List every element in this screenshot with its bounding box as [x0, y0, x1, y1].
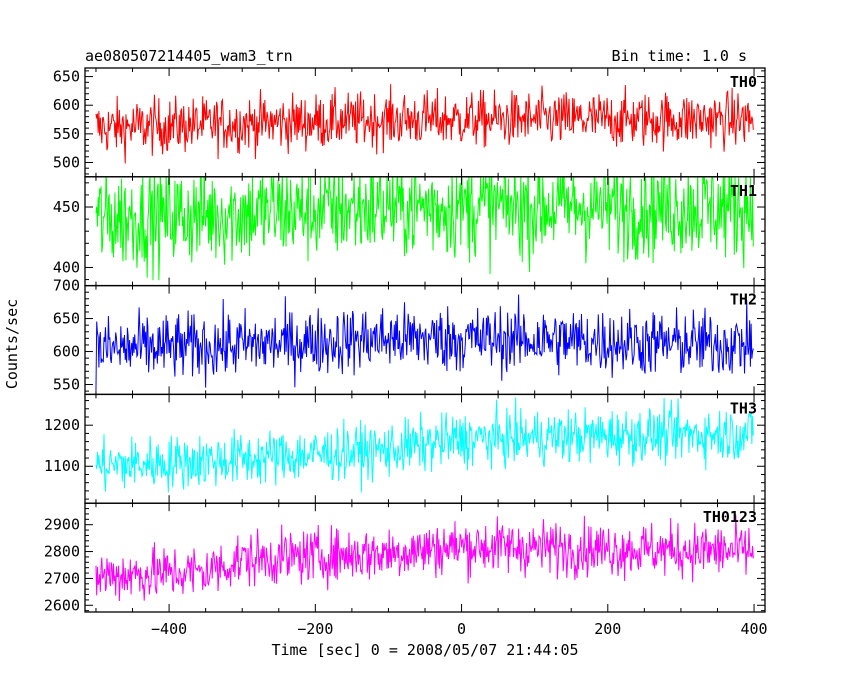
x-tick-label: −400 — [151, 620, 187, 638]
y-tick-label: 400 — [53, 258, 80, 276]
panel-th1: 400 450 TH1 — [53, 176, 766, 287]
panel-th3: 1100 1200 TH3 — [44, 393, 766, 504]
y-tick-label: 600 — [53, 343, 80, 361]
x-tick-label: 400 — [740, 620, 767, 638]
x-tick-label: −200 — [297, 620, 333, 638]
x-axis-label: Time [sec] 0 = 2008/05/07 21:44:05 — [271, 641, 578, 659]
series-line-th3 — [95, 397, 754, 493]
panels: 500 550 600 650 TH0 400 450 TH1 550 600 650 700 TH2 1… — [44, 67, 768, 638]
y-tick-label: 1100 — [44, 457, 80, 475]
y-tick-label: 550 — [53, 125, 80, 143]
panel-label-th2: TH2 — [730, 291, 757, 309]
series-line-th2 — [95, 294, 754, 391]
x-tick-label: 0 — [457, 620, 466, 638]
panel-th2: 550 600 650 700 TH2 — [53, 277, 766, 396]
panel-th0: 500 550 600 650 TH0 — [53, 67, 766, 178]
y-tick-label: 600 — [53, 96, 80, 114]
y-tick-label: 700 — [53, 277, 80, 295]
y-tick-label: 650 — [53, 68, 80, 86]
y-tick-label: 650 — [53, 310, 80, 328]
panel-th0123: 2600 2700 2800 2900 TH0123 — [44, 502, 766, 614]
y-tick-label: 500 — [53, 153, 80, 171]
y-tick-label: 550 — [53, 376, 80, 394]
y-tick-label: 1200 — [44, 416, 80, 434]
series-line-th1 — [95, 176, 754, 281]
y-tick-label: 450 — [53, 198, 80, 216]
bin-time-label: Bin time: 1.0 s — [612, 47, 747, 65]
panel-label-th1: TH1 — [730, 182, 757, 200]
series-line-th0123 — [95, 514, 754, 602]
panel-label-th3: TH3 — [730, 399, 757, 417]
panel-label-th0: TH0 — [730, 73, 757, 91]
y-tick-label: 2800 — [44, 543, 80, 561]
y-tick-label: 2700 — [44, 569, 80, 587]
y-tick-label: 2600 — [44, 596, 80, 614]
series-line-th0 — [95, 84, 754, 164]
chart-title: ae080507214405_wam3_trn — [85, 47, 293, 65]
x-tick-label: 200 — [594, 620, 621, 638]
panel-label-th0123: TH0123 — [703, 508, 757, 526]
y-axis-label: Counts/sec — [3, 299, 21, 389]
y-tick-label: 2900 — [44, 516, 80, 534]
